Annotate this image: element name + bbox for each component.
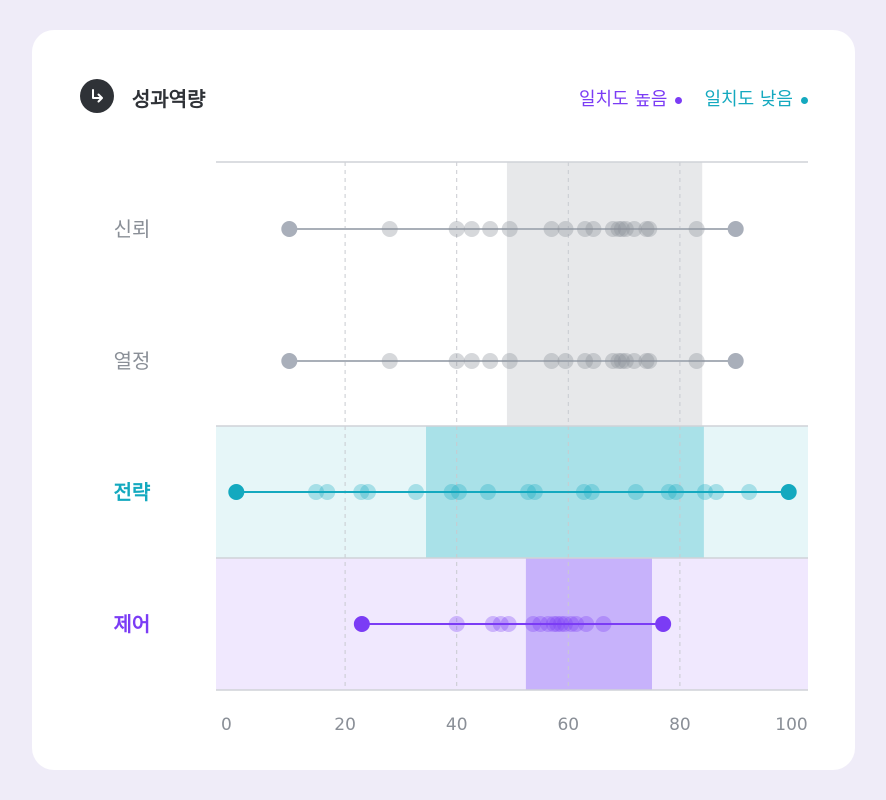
- data-point: [627, 484, 644, 500]
- data-point: [641, 353, 658, 369]
- legend-item-low: 일치도 낮음: [704, 85, 808, 111]
- data-point: [526, 484, 543, 500]
- data-point: [532, 616, 549, 632]
- data-point: [575, 484, 592, 500]
- data-point: [492, 616, 509, 632]
- range-band: [506, 162, 703, 426]
- endpoint-dot: [353, 616, 370, 632]
- data-point: [641, 221, 658, 237]
- data-point: [463, 353, 480, 369]
- data-point: [543, 353, 560, 369]
- row-label: 열정: [114, 349, 151, 373]
- data-point: [543, 221, 560, 237]
- data-point: [577, 221, 594, 237]
- data-point: [667, 484, 684, 500]
- data-point: [484, 616, 501, 632]
- data-point: [557, 221, 574, 237]
- data-point: [553, 616, 570, 632]
- legend: 일치도 높음 일치도 낮음: [579, 85, 808, 111]
- data-point: [448, 353, 465, 369]
- data-point: [660, 484, 677, 500]
- data-point: [638, 221, 655, 237]
- data-point: [525, 616, 542, 632]
- x-tick-label: 100: [775, 715, 807, 735]
- data-point: [563, 616, 580, 632]
- x-tick-label: 60: [557, 715, 579, 735]
- data-point: [585, 353, 602, 369]
- row-label: 전략: [114, 480, 151, 504]
- data-point: [448, 616, 465, 632]
- data-point: [617, 221, 634, 237]
- data-point: [626, 353, 643, 369]
- endpoint-dot: [727, 221, 744, 237]
- data-point: [585, 221, 602, 237]
- data-point: [545, 616, 562, 632]
- row-label: 신뢰: [114, 217, 151, 241]
- data-point: [500, 616, 517, 632]
- data-point: [604, 353, 621, 369]
- legend-dot-icon: [801, 96, 808, 104]
- legend-dot-icon: [675, 96, 683, 104]
- data-point: [577, 353, 594, 369]
- data-point: [463, 221, 480, 237]
- x-tick-label: 40: [446, 715, 468, 735]
- data-point: [568, 616, 585, 632]
- legend-item-high: 일치도 높음: [579, 85, 683, 111]
- data-point: [549, 616, 566, 632]
- endpoint-dot: [727, 353, 744, 369]
- data-point: [604, 221, 621, 237]
- data-point: [359, 484, 376, 500]
- data-point: [556, 616, 573, 632]
- x-tick-label: 80: [669, 715, 691, 735]
- data-point: [381, 221, 398, 237]
- x-tick-label: 20: [334, 715, 356, 735]
- data-point: [595, 616, 612, 632]
- data-point: [613, 353, 630, 369]
- data-point: [617, 353, 634, 369]
- data-point: [448, 221, 465, 237]
- data-point: [353, 484, 370, 500]
- data-point: [319, 484, 336, 500]
- x-tick-label: 0: [221, 715, 232, 735]
- data-point: [610, 353, 627, 369]
- data-point: [578, 616, 595, 632]
- arrow-turn-down-right-icon: [80, 79, 114, 113]
- data-point: [688, 221, 705, 237]
- endpoint-dot: [281, 353, 298, 369]
- data-point: [638, 353, 655, 369]
- endpoint-dot: [281, 221, 298, 237]
- data-point: [583, 484, 600, 500]
- data-point: [741, 484, 758, 500]
- endpoint-dot: [655, 616, 672, 632]
- endpoint-dot: [780, 484, 797, 500]
- data-point: [407, 484, 424, 500]
- data-point: [610, 221, 627, 237]
- data-point: [501, 221, 518, 237]
- endpoint-dot: [228, 484, 245, 500]
- data-point: [688, 353, 705, 369]
- data-point: [482, 221, 499, 237]
- data-point: [482, 353, 499, 369]
- data-point: [443, 484, 460, 500]
- data-point: [540, 616, 557, 632]
- row-label: 제어: [114, 612, 151, 636]
- data-point: [626, 221, 643, 237]
- data-point: [501, 353, 518, 369]
- data-point: [520, 484, 537, 500]
- data-point: [450, 484, 467, 500]
- data-point: [557, 353, 574, 369]
- data-point: [308, 484, 325, 500]
- data-point: [697, 484, 714, 500]
- chart-title: 성과역량: [132, 87, 206, 111]
- data-point: [613, 221, 630, 237]
- data-point: [708, 484, 725, 500]
- data-point: [381, 353, 398, 369]
- data-point: [479, 484, 496, 500]
